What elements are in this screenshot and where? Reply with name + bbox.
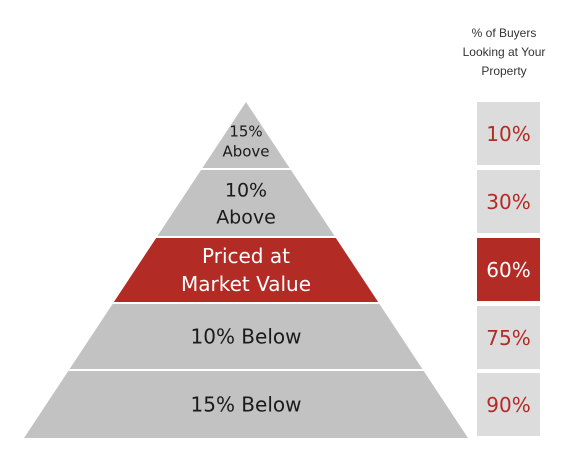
- header-line-1: % of Buyers: [471, 26, 537, 40]
- percentage-value: 60%: [486, 257, 531, 282]
- percentage-box-5: 90%: [477, 373, 540, 436]
- header-line-3: Property: [481, 64, 527, 78]
- tier-label-1: 15% Above: [222, 122, 269, 160]
- tier-label-2-line-2: Above: [216, 206, 276, 228]
- percentage-box-2: 30%: [477, 170, 540, 233]
- percentage-value: 90%: [486, 392, 531, 417]
- tier-label-2: 10% Above: [216, 179, 276, 228]
- tier-label-3: Priced at Market Value: [181, 244, 311, 296]
- tier-label-3-line-1: Priced at: [202, 244, 290, 268]
- tier-label-1-line-1: 15%: [229, 122, 262, 140]
- percentage-value: 10%: [486, 121, 531, 146]
- percentage-box-3: 60%: [477, 238, 540, 301]
- pyramid-tier-2: [157, 170, 335, 236]
- tier-label-5: 15% Below: [191, 393, 302, 417]
- percentage-box-4: 75%: [477, 306, 540, 369]
- tier-label-3-line-2: Market Value: [181, 272, 311, 296]
- tier-label-4-line-1: 10% Below: [191, 325, 302, 349]
- pyramid-tier-1: [202, 102, 290, 168]
- tier-label-5-line-1: 15% Below: [191, 393, 302, 417]
- column-header: % of Buyers Looking at Your Property: [436, 24, 572, 81]
- header-line-2: Looking at Your: [462, 45, 546, 59]
- percentage-value: 75%: [486, 325, 531, 350]
- pyramid-tier-3: [113, 238, 379, 302]
- percentage-box-1: 10%: [477, 102, 540, 165]
- percentage-value: 30%: [486, 189, 531, 214]
- pyramid-tier-4: [69, 304, 423, 369]
- tier-label-1-line-2: Above: [222, 142, 269, 160]
- pyramid-tier-5: [24, 371, 468, 438]
- tier-label-4: 10% Below: [191, 325, 302, 349]
- tier-label-2-line-1: 10%: [225, 179, 267, 201]
